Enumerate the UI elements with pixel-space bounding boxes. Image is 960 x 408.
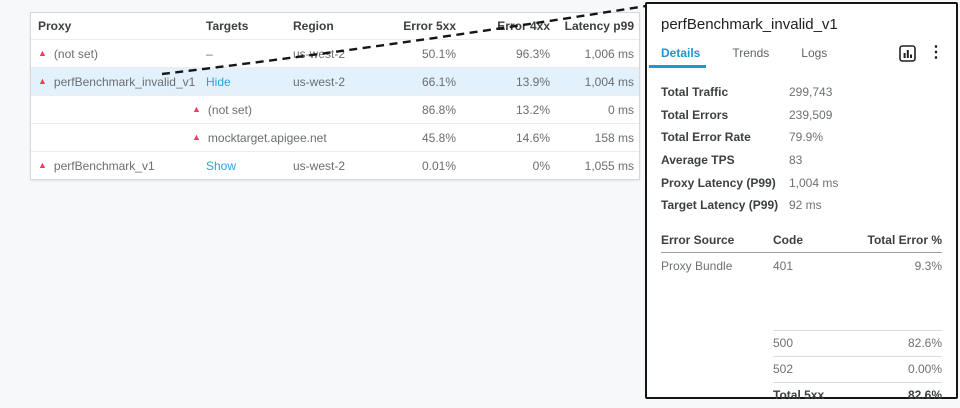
target-name: (not set) [207, 102, 252, 117]
table-row[interactable]: ▲ (not set) – us-west-2 50.1% 96.3% 1,00… [31, 39, 639, 67]
error-pct: 0.00% [907, 362, 942, 377]
column-header-error5xx: Error 5xx [403, 19, 456, 33]
error-total-row: Total 5xx 82.6% [773, 381, 942, 408]
detail-value: 1,004 ms [789, 175, 839, 190]
detail-value: 92 ms [789, 198, 822, 213]
detail-row: Proxy Latency (P99) 1,004 ms [661, 171, 942, 194]
error-code: 401 [773, 258, 794, 273]
tab-logs[interactable]: Logs [801, 46, 828, 60]
region-value: us-west-2 [293, 158, 346, 173]
table-header-row: Proxy Targets Region Error 5xx Error 4xx… [31, 13, 639, 39]
detail-label: Total Errors [661, 107, 729, 122]
error5xx-value: 86.8% [421, 102, 456, 117]
error-col-source: Error Source [661, 233, 735, 248]
warning-triangle-icon: ▲ [192, 132, 201, 142]
detail-label: Total Error Rate [661, 130, 751, 145]
target-name: mocktarget.apigee.net [207, 130, 327, 145]
error-source: Proxy Bundle [661, 258, 733, 273]
proxy-detail-panel: perfBenchmark_invalid_v1 Details Trends … [645, 2, 958, 402]
proxy-name: perfBenchmark_invalid_v1 [53, 74, 196, 89]
table-row[interactable]: ▲ perfBenchmark_v1 Show us-west-2 0.01% … [31, 151, 639, 179]
panel-title: perfBenchmark_invalid_v1 [661, 16, 838, 33]
column-header-error4xx: Error 4xx [497, 19, 550, 33]
detail-value: 83 [789, 153, 803, 168]
proxy-name: perfBenchmark_v1 [53, 158, 155, 173]
error-table-gap [661, 279, 942, 330]
error-pct: 82.6% [907, 336, 942, 351]
table-row-target[interactable]: ▲ (not set) 86.8% 13.2% 0 ms [31, 95, 639, 123]
detail-value: 79.9% [789, 130, 824, 145]
error-row: 500 82.6% [773, 329, 942, 356]
detail-row: Total Error Rate 79.9% [661, 126, 942, 149]
error4xx-value: 96.3% [515, 46, 550, 61]
error-code: 502 [773, 362, 794, 377]
detail-row: Target Latency (P99) 92 ms [661, 194, 942, 217]
panel-tabs: Details Trends Logs ⋮ [647, 37, 956, 69]
warning-triangle-icon: ▲ [38, 76, 47, 86]
proxy-metrics-table: Proxy Targets Region Error 5xx Error 4xx… [30, 12, 640, 180]
error-col-code: Code [773, 233, 803, 248]
tab-trends[interactable]: Trends [732, 46, 770, 60]
error-row: 502 0.00% [773, 355, 942, 382]
error5xx-value: 66.1% [421, 74, 456, 89]
table-row-selected[interactable]: ▲ perfBenchmark_invalid_v1 Hide us-west-… [31, 67, 639, 95]
latency-value: 0 ms [607, 102, 634, 117]
error-code: 500 [773, 336, 794, 351]
error-pct: 9.3% [914, 258, 942, 273]
column-header-region: Region [293, 19, 334, 33]
region-value: us-west-2 [293, 46, 346, 61]
detail-value: 239,509 [789, 107, 833, 122]
error5xx-value: 0.01% [421, 158, 456, 173]
error4xx-value: 13.2% [515, 102, 550, 117]
warning-triangle-icon: ▲ [38, 160, 47, 170]
error-col-pct: Total Error % [867, 233, 942, 248]
error-total-label: Total 5xx [773, 388, 825, 403]
detail-label: Average TPS [661, 153, 735, 168]
error4xx-value: 0% [532, 158, 550, 173]
detail-row: Total Errors 239,509 [661, 104, 942, 127]
details-list: Total Traffic 299,743 Total Errors 239,5… [647, 69, 956, 217]
hide-targets-link[interactable]: Hide [206, 74, 231, 89]
latency-value: 1,006 ms [584, 46, 634, 61]
targets-placeholder: – [206, 46, 213, 61]
latency-value: 1,004 ms [584, 74, 634, 89]
table-row-target[interactable]: ▲ mocktarget.apigee.net 45.8% 14.6% 158 … [31, 123, 639, 151]
tab-details[interactable]: Details [648, 38, 707, 68]
region-value: us-west-2 [293, 74, 346, 89]
detail-row: Total Traffic 299,743 [661, 81, 942, 104]
column-header-proxy: Proxy [38, 19, 72, 33]
column-header-latency: Latency p99 [564, 19, 634, 33]
warning-triangle-icon: ▲ [192, 104, 201, 114]
error5xx-value: 50.1% [421, 46, 456, 61]
error-row: Proxy Bundle 401 9.3% [661, 253, 942, 279]
proxy-name: (not set) [53, 46, 98, 61]
error4xx-value: 13.9% [515, 74, 550, 89]
detail-value: 299,743 [789, 85, 833, 100]
detail-row: Average TPS 83 [661, 149, 942, 172]
warning-triangle-icon: ▲ [38, 48, 47, 58]
bar-chart-icon[interactable] [899, 44, 916, 62]
detail-label: Total Traffic [661, 85, 729, 100]
detail-label: Target Latency (P99) [661, 198, 779, 213]
error4xx-value: 14.6% [515, 130, 550, 145]
detail-label: Proxy Latency (P99) [661, 175, 776, 190]
kebab-menu-icon[interactable]: ⋮ [928, 44, 944, 61]
error5xx-value: 45.8% [421, 130, 456, 145]
error-source-table: Error Source Code Total Error % Proxy Bu… [647, 229, 956, 408]
show-targets-link[interactable]: Show [206, 158, 237, 173]
latency-value: 1,055 ms [584, 158, 634, 173]
error-total-pct: 82.6% [907, 388, 942, 403]
latency-value: 158 ms [594, 130, 634, 145]
column-header-targets: Targets [206, 19, 249, 33]
error-table-header: Error Source Code Total Error % [661, 229, 942, 253]
